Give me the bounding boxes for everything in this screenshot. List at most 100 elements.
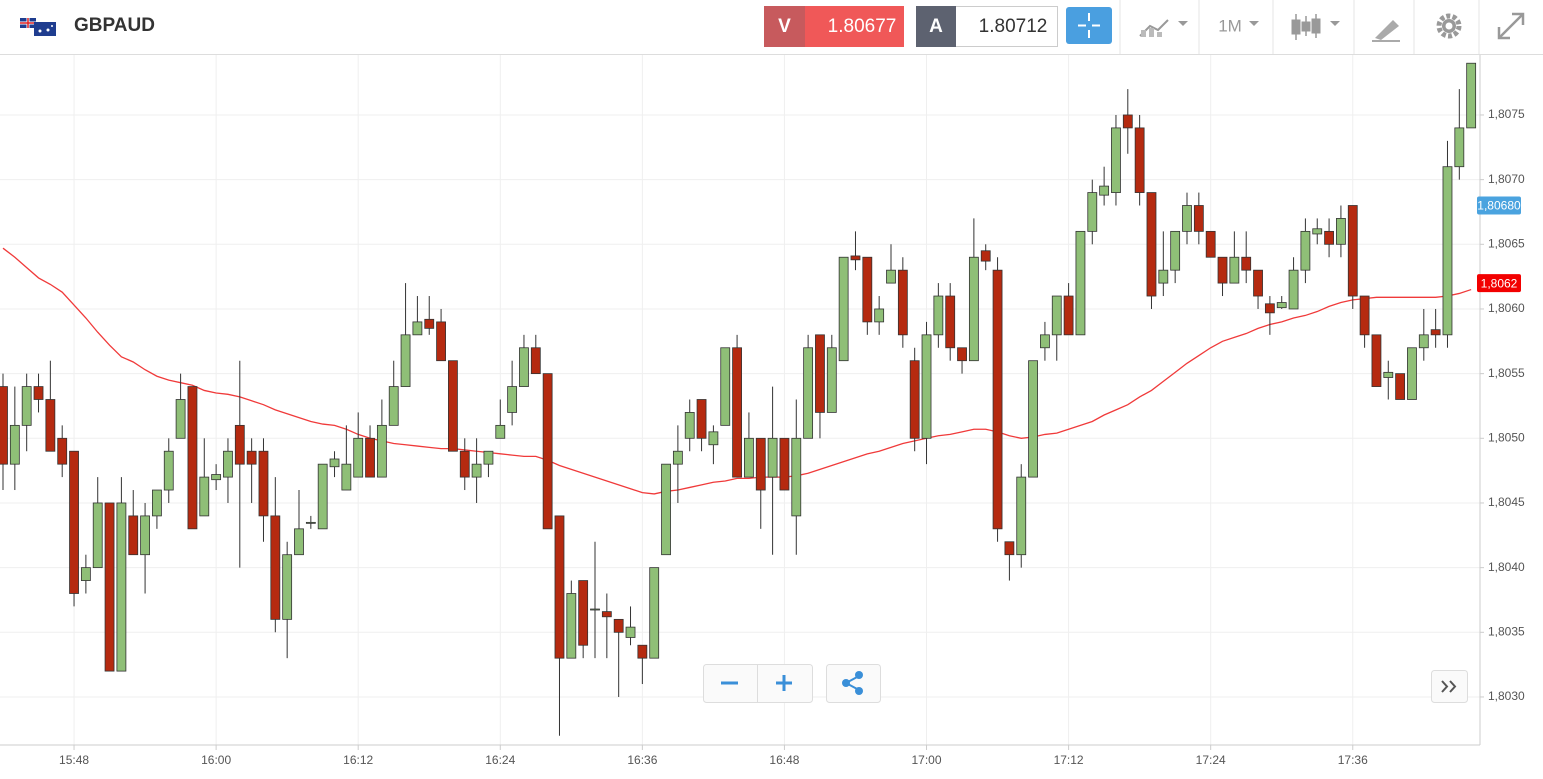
candle [744,412,754,478]
candle [1241,231,1252,284]
x-tick-label: 16:12 [343,753,373,767]
x-tick-label: 17:24 [1196,753,1226,767]
candle [1454,89,1465,180]
candle [1430,308,1441,348]
candle-body [258,450,269,517]
candle [104,502,115,672]
candle-body [270,515,281,620]
candle [613,618,624,697]
candle [1395,373,1406,400]
timeframe-button[interactable]: 1M [1218,16,1259,35]
candle-body [1122,114,1133,129]
candle-body [1430,329,1441,336]
candle-body [874,308,885,323]
candle-body [886,269,896,284]
candle [305,515,316,529]
candle [1122,89,1133,154]
candle [554,515,565,736]
candle [1383,360,1394,400]
candle-body [365,437,375,478]
candle [388,360,399,426]
candle-body [708,431,719,446]
settings-button[interactable] [1436,13,1462,39]
candle-body [424,318,435,329]
draw-button[interactable] [1372,20,1400,42]
zoom-in-button[interactable] [776,675,792,691]
candle-body [448,360,458,452]
y-tick-label: 1,8060 [1488,301,1525,315]
candle [921,321,932,465]
candle [862,256,873,335]
candle [672,425,683,503]
candle [400,283,411,387]
candle-body [530,347,541,375]
candle-body [1300,230,1311,271]
candle [838,256,849,362]
sell-button[interactable]: V 1.80677 [764,6,904,47]
candle [21,373,32,452]
candle-body [1264,303,1275,314]
candle [317,463,328,530]
share-button[interactable] [826,664,881,703]
candle-body [909,360,920,439]
candle [507,360,518,426]
candle [199,438,210,517]
candle-body [590,608,600,611]
candle [578,580,589,659]
indicator-button[interactable] [1139,19,1188,37]
candle-body [815,334,825,413]
candle [341,425,352,491]
candle [1193,192,1204,245]
candle [223,438,233,503]
candle-body [554,515,565,659]
candle-body [1324,230,1334,245]
x-tick-label: 16:36 [627,753,657,767]
candle-body [862,256,873,323]
candle [826,334,837,413]
chart-type-button[interactable] [1291,14,1340,40]
candle [625,606,636,646]
candle [1253,269,1263,309]
candle [684,399,695,452]
scroll-end-button[interactable] [1431,670,1468,703]
candle [1087,179,1098,245]
y-tick-label: 1,8040 [1488,560,1525,574]
candle [755,437,766,529]
candle-body [803,347,814,439]
candle [270,477,281,633]
crosshair-button[interactable] [1066,7,1112,44]
x-tick-label: 17:36 [1338,753,1368,767]
candle-body [992,269,1003,530]
candle-body [1359,295,1370,336]
candle-body [1312,228,1323,235]
x-tick-label: 16:24 [485,753,515,767]
timeframe: 1M [1218,16,1242,35]
candle [767,386,778,555]
candle-body [933,295,944,336]
candle [495,399,506,439]
fullscreen-button[interactable] [1497,12,1525,40]
candle-body [199,476,210,517]
candle-body [211,474,222,481]
candle-body [1466,62,1477,129]
candle [1004,541,1015,581]
candle [1182,192,1192,245]
y-tick-label: 1,8035 [1488,624,1525,638]
candle-body [80,567,91,581]
y-tick-label: 1,8050 [1488,430,1525,444]
candle-body [223,450,233,478]
candle-body [436,321,446,362]
candle [1288,257,1299,310]
candle-body [1371,334,1382,387]
candle [92,477,103,569]
candle-body [495,424,506,439]
buy-button[interactable]: A 1.80712 [916,6,1058,47]
candle-body [1395,373,1406,400]
candle-body [957,347,967,362]
candle [258,438,269,542]
candle-body [1347,205,1358,297]
candle [1312,218,1323,245]
candle-body [1193,205,1204,232]
